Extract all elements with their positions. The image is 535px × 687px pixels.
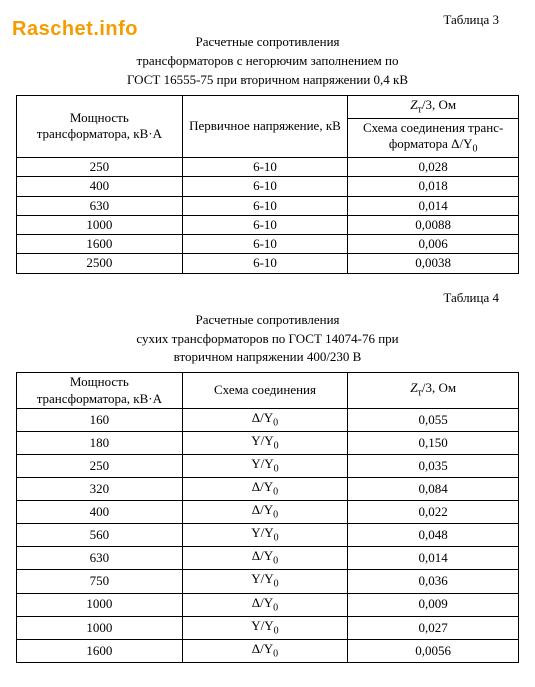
table-cell: 0,048 <box>348 524 519 547</box>
watermark: Raschet.info <box>12 18 138 41</box>
table-row: 2506-100,028 <box>17 158 519 177</box>
table-row: 400Δ/Y00,022 <box>17 501 519 524</box>
table-cell: 250 <box>17 158 183 177</box>
table-row: 6306-100,014 <box>17 196 519 215</box>
table-row: 560Y/Y00,048 <box>17 524 519 547</box>
table-row: 160Δ/Y00,055 <box>17 408 519 431</box>
table-cell: Y/Y0 <box>182 616 348 639</box>
table-cell: 1000 <box>17 616 183 639</box>
table-cell: 0,084 <box>348 478 519 501</box>
table-header-row: Мощность трансформатора, кВ·А Первичное … <box>17 95 519 118</box>
table4-title-line3: вторичном напряжении 400/230 В <box>16 349 519 366</box>
table-cell: 0,027 <box>348 616 519 639</box>
table-cell: 250 <box>17 454 183 477</box>
table-cell: 6-10 <box>182 177 348 196</box>
table-cell: 180 <box>17 431 183 454</box>
table4: Мощность трансформатора, кВ·А Схема соед… <box>16 372 519 663</box>
table-cell: 6-10 <box>182 158 348 177</box>
table-cell: 0,022 <box>348 501 519 524</box>
table-cell: 1000 <box>17 215 183 234</box>
header-scheme: Схема соединения <box>182 373 348 409</box>
table3-title-line3: ГОСТ 16555-75 при вторичном напряжении 0… <box>16 72 519 89</box>
table-cell: Δ/Y0 <box>182 501 348 524</box>
table-cell: 6-10 <box>182 235 348 254</box>
table-cell: Δ/Y0 <box>182 478 348 501</box>
header-zt: Zт/3, Ом <box>348 373 519 409</box>
table3: Мощность трансформатора, кВ·А Первичное … <box>16 95 519 274</box>
table-cell: 560 <box>17 524 183 547</box>
table-cell: 2500 <box>17 254 183 273</box>
header-primary-voltage: Первичное напряжение, кВ <box>182 95 348 157</box>
table3-title-line2: трансформаторов с негорючим заполнением … <box>16 53 519 70</box>
table-cell: 0,035 <box>348 454 519 477</box>
table-cell: 400 <box>17 501 183 524</box>
table4-title-line2: сухих трансформаторов по ГОСТ 14074-76 п… <box>16 331 519 348</box>
header-zt: Zт/3, Ом <box>348 95 519 118</box>
table-row: 1600Δ/Y00,0056 <box>17 639 519 662</box>
table-cell: 400 <box>17 177 183 196</box>
table-cell: 0,055 <box>348 408 519 431</box>
table-cell: 0,014 <box>348 196 519 215</box>
table-cell: 0,006 <box>348 235 519 254</box>
table-cell: 630 <box>17 196 183 215</box>
table-cell: 0,028 <box>348 158 519 177</box>
table-cell: 1600 <box>17 235 183 254</box>
table-row: 4006-100,018 <box>17 177 519 196</box>
table-cell: 630 <box>17 547 183 570</box>
table-cell: 0,014 <box>348 547 519 570</box>
table-cell: 0,0088 <box>348 215 519 234</box>
table-row: 320Δ/Y00,084 <box>17 478 519 501</box>
table-row: 1000Δ/Y00,009 <box>17 593 519 616</box>
table-cell: 6-10 <box>182 196 348 215</box>
table-cell: 6-10 <box>182 215 348 234</box>
table-cell: 0,0056 <box>348 639 519 662</box>
table4-label: Таблица 4 <box>16 290 499 306</box>
table-row: 180Y/Y00,150 <box>17 431 519 454</box>
table-cell: 0,150 <box>348 431 519 454</box>
header-scheme: Схема соединения транс-форматора Δ/Y0 <box>348 118 519 157</box>
table-cell: 0,009 <box>348 593 519 616</box>
table-header-row: Мощность трансформатора, кВ·А Схема соед… <box>17 373 519 409</box>
table-row: 10006-100,0088 <box>17 215 519 234</box>
table-cell: 6-10 <box>182 254 348 273</box>
table-row: 630Δ/Y00,014 <box>17 547 519 570</box>
table-cell: 1600 <box>17 639 183 662</box>
table-cell: Δ/Y0 <box>182 593 348 616</box>
table-cell: 160 <box>17 408 183 431</box>
table-row: 25006-100,0038 <box>17 254 519 273</box>
table-row: 250Y/Y00,035 <box>17 454 519 477</box>
table-cell: 0,018 <box>348 177 519 196</box>
header-power: Мощность трансформатора, кВ·А <box>17 95 183 157</box>
table-cell: 0,0038 <box>348 254 519 273</box>
table-cell: 320 <box>17 478 183 501</box>
table4-title-line1: Расчетные сопротивления <box>16 312 519 329</box>
table-cell: Δ/Y0 <box>182 547 348 570</box>
table-cell: Y/Y0 <box>182 431 348 454</box>
table-cell: Δ/Y0 <box>182 408 348 431</box>
table-cell: Y/Y0 <box>182 524 348 547</box>
table-cell: Δ/Y0 <box>182 639 348 662</box>
header-power: Мощность трансформатора, кВ·А <box>17 373 183 409</box>
table-cell: Y/Y0 <box>182 454 348 477</box>
table-cell: 1000 <box>17 593 183 616</box>
table-row: 1000Y/Y00,027 <box>17 616 519 639</box>
table-row: 16006-100,006 <box>17 235 519 254</box>
